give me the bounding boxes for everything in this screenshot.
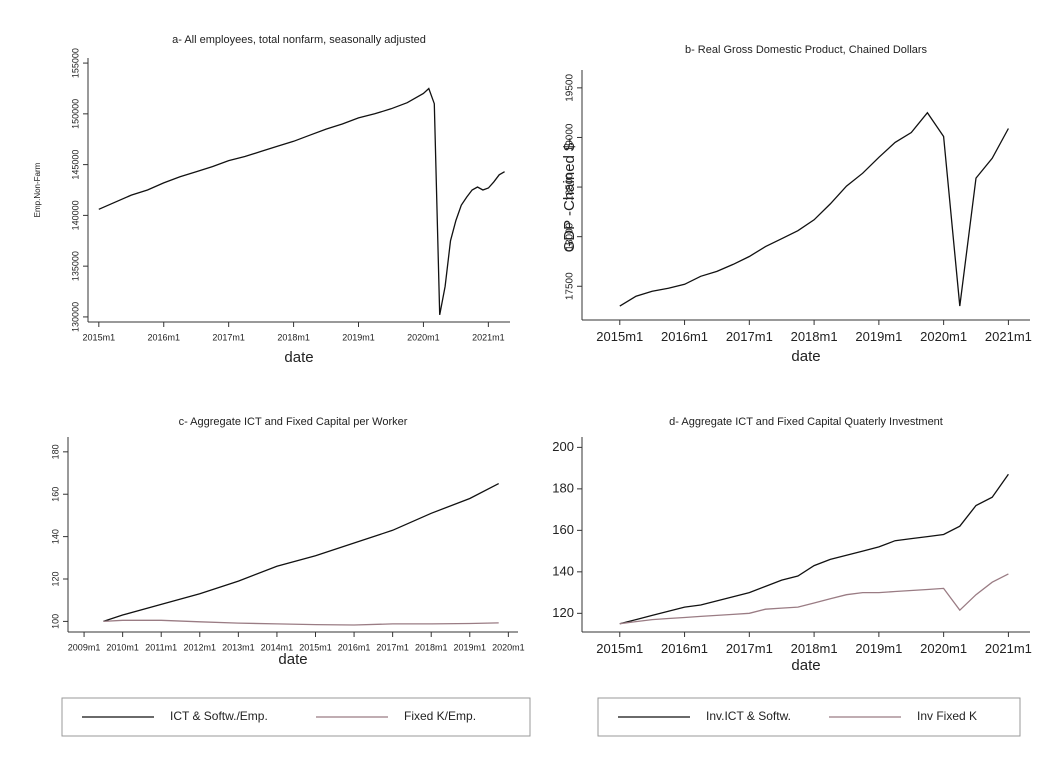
- y-tick-label: 19500: [565, 74, 576, 102]
- x-tick-label: 2018m1: [791, 329, 838, 344]
- y-tick-label: 120: [552, 605, 574, 620]
- y-tick-label: 100: [50, 614, 60, 629]
- x-tick-label: 2021m1: [985, 329, 1032, 344]
- y-tick-label: 120: [50, 571, 60, 586]
- data-line: [619, 473, 1009, 625]
- x-tick-label: 2016m1: [661, 641, 708, 656]
- x-tick-label: 2017m1: [212, 332, 245, 342]
- x-tick-label: 2019m1: [342, 332, 375, 342]
- y-axis-label: Emp.Non-Farm: [33, 162, 42, 217]
- data-line: [619, 111, 1009, 307]
- x-tick-label: 2010m1: [106, 642, 139, 652]
- x-tick-label: 2017m1: [726, 329, 773, 344]
- y-tick-label: 135000: [70, 251, 80, 281]
- x-tick-label: 2017m1: [726, 641, 773, 656]
- x-tick-label: 2021m1: [985, 641, 1032, 656]
- legend-label: ICT & Softw./Emp.: [170, 709, 268, 723]
- x-tick-label: 2018m1: [415, 642, 448, 652]
- y-tick-label: 150000: [70, 99, 80, 129]
- x-tick-label: 2016m1: [338, 642, 371, 652]
- x-tick-label: 2018m1: [791, 641, 838, 656]
- x-tick-label: 2012m1: [184, 642, 217, 652]
- x-tick-label: 2009m1: [68, 642, 101, 652]
- data-line: [98, 87, 505, 316]
- data-line: [619, 573, 1009, 625]
- x-tick-label: 2016m1: [661, 329, 708, 344]
- legend-label: Inv.ICT & Softw.: [706, 709, 791, 723]
- data-line: [103, 619, 499, 626]
- x-tick-label: 2015m1: [596, 641, 643, 656]
- y-tick-label: 17500: [565, 272, 576, 300]
- chart-title: c- Aggregate ICT and Fixed Capital per W…: [179, 416, 408, 428]
- x-tick-label: 2020m1: [407, 332, 440, 342]
- y-tick-label: 18000: [565, 222, 576, 250]
- x-axis-label: date: [278, 651, 307, 668]
- y-tick-label: 180: [50, 444, 60, 459]
- chart-title: b- Real Gross Domestic Product, Chained …: [685, 44, 928, 56]
- x-tick-label: 2019m1: [454, 642, 487, 652]
- legend-label: Inv Fixed K: [917, 709, 977, 723]
- data-line: [103, 483, 499, 623]
- y-axis-label: GDP -Chained $-: [561, 138, 578, 253]
- x-tick-label: 2014m1: [261, 642, 294, 652]
- x-tick-label: 2018m1: [277, 332, 310, 342]
- y-tick-label: 200: [552, 439, 574, 454]
- y-tick-label: 140: [552, 563, 574, 578]
- x-axis-label: date: [284, 349, 313, 366]
- x-tick-label: 2015m1: [83, 332, 116, 342]
- x-tick-label: 2021m1: [472, 332, 505, 342]
- x-tick-label: 2015m1: [299, 642, 332, 652]
- y-tick-label: 160: [552, 522, 574, 537]
- y-tick-label: 145000: [70, 150, 80, 180]
- x-tick-label: 2019m1: [855, 641, 902, 656]
- x-tick-label: 2011m1: [145, 642, 177, 652]
- y-tick-label: 140000: [70, 200, 80, 230]
- y-tick-label: 155000: [70, 48, 80, 78]
- y-tick-label: 19000: [565, 123, 576, 151]
- y-tick-label: 180: [552, 480, 574, 495]
- y-tick-label: 140: [50, 529, 60, 544]
- chart-title: d- Aggregate ICT and Fixed Capital Quate…: [669, 416, 943, 428]
- x-tick-label: 2013m1: [222, 642, 255, 652]
- x-tick-label: 2020m1: [920, 329, 967, 344]
- x-tick-label: 2019m1: [855, 329, 902, 344]
- y-tick-label: 160: [50, 487, 60, 502]
- x-axis-label: date: [791, 348, 820, 365]
- x-axis-label: date: [791, 657, 820, 674]
- y-tick-label: 130000: [70, 302, 80, 332]
- x-tick-label: 2015m1: [596, 329, 643, 344]
- x-tick-label: 2020m1: [492, 642, 525, 652]
- chart-title: a- All employees, total nonfarm, seasona…: [172, 34, 426, 46]
- x-tick-label: 2020m1: [920, 641, 967, 656]
- x-tick-label: 2017m1: [376, 642, 409, 652]
- y-tick-label: 18500: [565, 173, 576, 201]
- legend-label: Fixed K/Emp.: [404, 709, 476, 723]
- x-tick-label: 2016m1: [147, 332, 180, 342]
